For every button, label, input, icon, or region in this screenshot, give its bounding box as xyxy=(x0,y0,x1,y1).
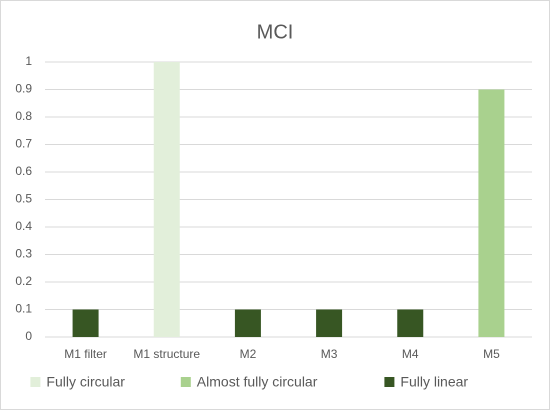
x-tick-label: M2 xyxy=(240,347,257,361)
x-tick-label: M5 xyxy=(483,347,500,361)
bar xyxy=(478,89,505,337)
legend-swatch xyxy=(180,377,191,387)
y-tick-label: 1 xyxy=(25,54,32,68)
bar xyxy=(397,309,424,337)
x-tick-label: M1 filter xyxy=(64,347,107,361)
y-tick-label: 0.5 xyxy=(15,192,32,206)
legend-label: Fully linear xyxy=(400,374,468,390)
legend-label: Fully circular xyxy=(46,374,125,390)
y-tick-label: 0.6 xyxy=(15,164,32,178)
legend-swatch xyxy=(384,377,395,387)
chart-title: MCI xyxy=(257,21,294,43)
x-tick-label: M4 xyxy=(402,347,419,361)
y-tick-label: 0 xyxy=(25,329,32,343)
legend-label: Almost fully circular xyxy=(197,374,318,390)
y-tick-label: 0.7 xyxy=(15,137,32,151)
bar xyxy=(153,62,180,337)
bar xyxy=(316,309,343,337)
bar xyxy=(234,309,261,337)
y-tick-label: 0.1 xyxy=(15,302,32,316)
y-tick-label: 0.2 xyxy=(15,274,32,288)
x-tick-label: M3 xyxy=(321,347,338,361)
y-tick-label: 0.9 xyxy=(15,82,32,96)
y-tick-label: 0.3 xyxy=(15,247,32,261)
x-tick-label: M1 structure xyxy=(133,347,200,361)
legend-swatch xyxy=(30,377,41,387)
bar xyxy=(72,309,99,337)
y-tick-label: 0.4 xyxy=(15,219,32,233)
y-tick-label: 0.8 xyxy=(15,109,32,123)
